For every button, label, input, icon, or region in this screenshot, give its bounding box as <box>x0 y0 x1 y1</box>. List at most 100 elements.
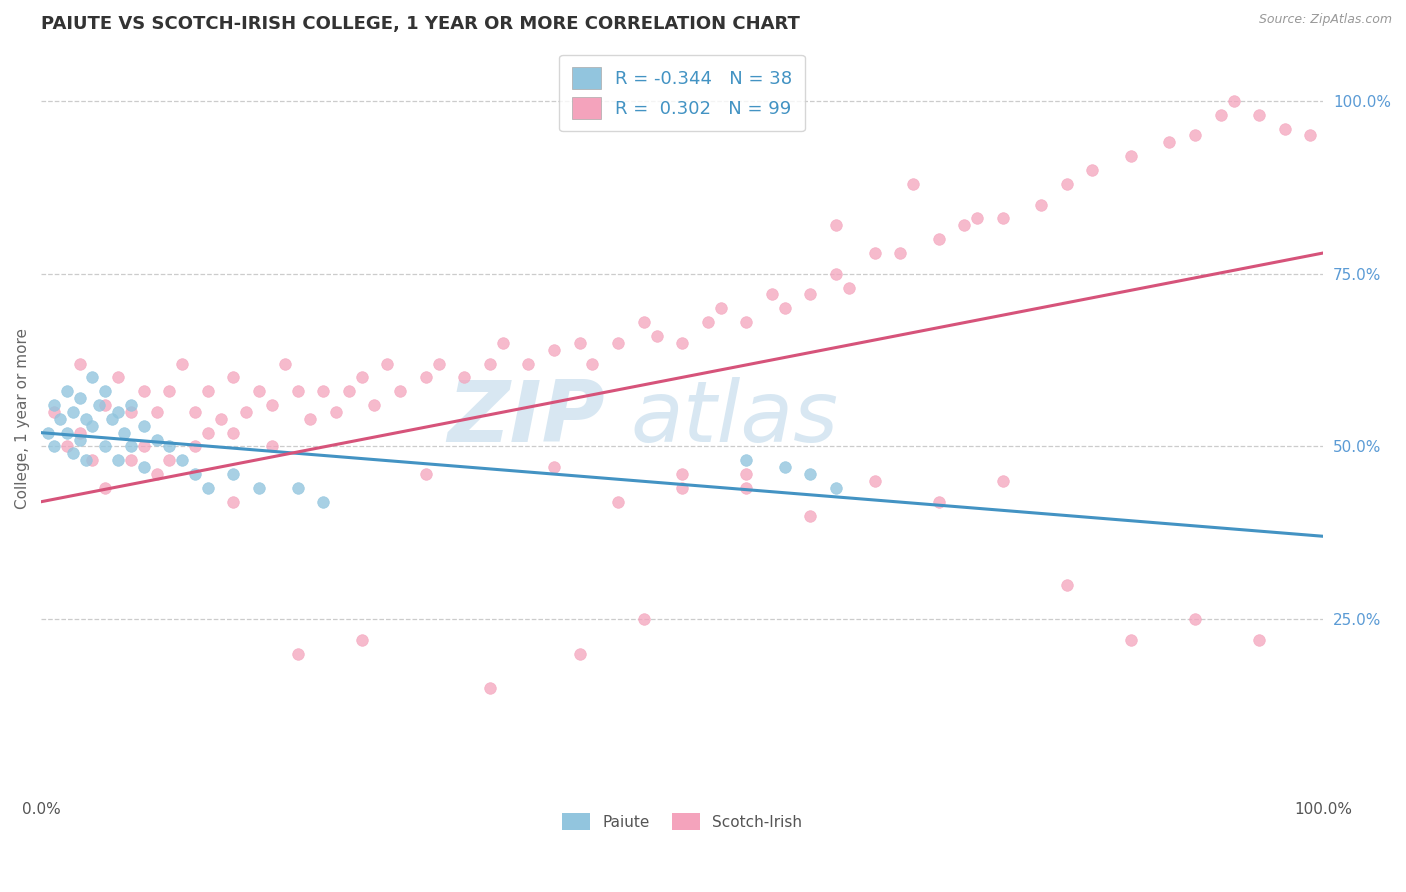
Text: Source: ZipAtlas.com: Source: ZipAtlas.com <box>1258 13 1392 27</box>
Point <box>415 467 437 481</box>
Point <box>62 446 84 460</box>
Point <box>107 453 129 467</box>
Point <box>184 405 207 419</box>
Point <box>114 425 136 440</box>
Point <box>42 398 65 412</box>
Point <box>889 246 911 260</box>
Point <box>75 453 97 467</box>
Point <box>235 405 257 419</box>
Point <box>120 398 142 412</box>
Point <box>607 335 630 350</box>
Point <box>415 370 437 384</box>
Point <box>671 467 693 481</box>
Point <box>100 412 122 426</box>
Point <box>197 481 219 495</box>
Point <box>543 460 565 475</box>
Point <box>209 412 232 426</box>
Point <box>799 508 821 523</box>
Point <box>69 391 91 405</box>
Point <box>799 287 821 301</box>
Point <box>825 481 848 495</box>
Point <box>312 494 335 508</box>
Point <box>107 405 129 419</box>
Point <box>287 481 309 495</box>
Point <box>825 219 848 233</box>
Point <box>120 440 142 454</box>
Point <box>287 647 309 661</box>
Point <box>94 481 117 495</box>
Point <box>389 384 412 399</box>
Text: ZIP: ZIP <box>447 377 605 460</box>
Point <box>645 329 668 343</box>
Point <box>260 398 283 412</box>
Point <box>132 384 155 399</box>
Point <box>1249 108 1271 122</box>
Point <box>773 460 796 475</box>
Point <box>363 398 385 412</box>
Point <box>132 418 155 433</box>
Point <box>492 335 515 350</box>
Point <box>633 315 655 329</box>
Point <box>184 467 207 481</box>
Point <box>350 370 373 384</box>
Point <box>120 453 142 467</box>
Point <box>671 335 693 350</box>
Point <box>69 433 91 447</box>
Point <box>696 315 718 329</box>
Point <box>274 357 297 371</box>
Point <box>145 433 167 447</box>
Point <box>928 232 950 246</box>
Point <box>197 425 219 440</box>
Point <box>773 301 796 316</box>
Point <box>42 440 65 454</box>
Point <box>184 440 207 454</box>
Point <box>735 467 758 481</box>
Point <box>69 357 91 371</box>
Point <box>607 494 630 508</box>
Point <box>172 453 194 467</box>
Point <box>197 384 219 399</box>
Point <box>478 357 501 371</box>
Point <box>94 384 117 399</box>
Text: atlas: atlas <box>631 377 839 460</box>
Point <box>325 405 347 419</box>
Point <box>82 418 104 433</box>
Point <box>1249 632 1271 647</box>
Point <box>87 398 110 412</box>
Point <box>337 384 360 399</box>
Point <box>478 681 501 696</box>
Point <box>55 425 77 440</box>
Point <box>107 370 129 384</box>
Point <box>312 384 335 399</box>
Point <box>568 335 591 350</box>
Point <box>94 440 117 454</box>
Point <box>172 357 194 371</box>
Point <box>287 384 309 399</box>
Point <box>375 357 398 371</box>
Point <box>799 467 821 481</box>
Point <box>735 315 758 329</box>
Point <box>1081 163 1104 178</box>
Point <box>671 481 693 495</box>
Point <box>222 494 245 508</box>
Point <box>145 405 167 419</box>
Point <box>120 405 142 419</box>
Point <box>1184 612 1206 626</box>
Point <box>222 467 245 481</box>
Point <box>69 425 91 440</box>
Legend: Paiute, Scotch-Irish: Paiute, Scotch-Irish <box>557 806 808 837</box>
Point <box>633 612 655 626</box>
Point <box>350 632 373 647</box>
Point <box>543 343 565 357</box>
Point <box>1222 94 1244 108</box>
Point <box>1056 177 1078 191</box>
Point <box>75 412 97 426</box>
Point <box>953 219 976 233</box>
Point <box>82 370 104 384</box>
Point <box>55 440 77 454</box>
Point <box>1056 577 1078 591</box>
Point <box>838 280 860 294</box>
Point <box>55 384 77 399</box>
Point <box>991 474 1014 488</box>
Point <box>568 647 591 661</box>
